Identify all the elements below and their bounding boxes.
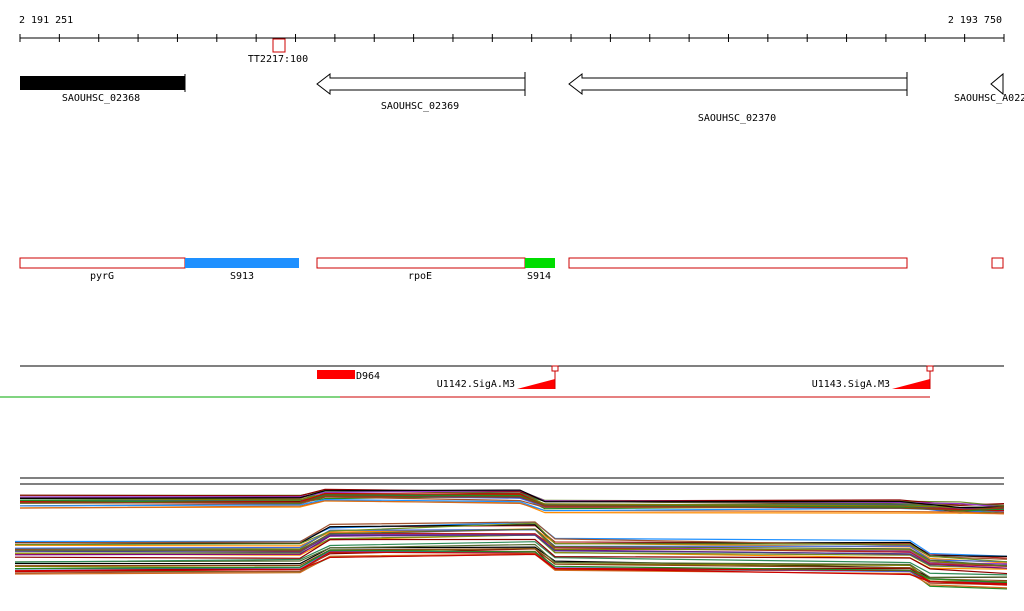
- gene-track: SAOUHSC_02368 SAOUHSC_02369 SAOUHSC_0237…: [20, 72, 1024, 124]
- expression-line: [14, 529, 1008, 567]
- gene-saouhsc-02370[interactable]: [568, 72, 908, 96]
- ruler-axis: [19, 34, 1005, 42]
- segment-unlabeled-1[interactable]: [568, 257, 908, 269]
- promoter-u1143-icon[interactable]: [892, 379, 930, 389]
- expression-line: [19, 500, 1005, 515]
- expression-line: [14, 522, 1008, 563]
- segment-label-pyrg: pyrG: [90, 271, 114, 282]
- segment-track: pyrG S913 rpoE S914: [19, 257, 1004, 282]
- feature-track: D964 U1142.SigA.M3 U1143.SigA.M3: [0, 365, 1004, 398]
- red-block-label: D964: [356, 371, 380, 382]
- segment-pyrg[interactable]: [19, 257, 186, 269]
- start-coordinate: 2 191 251: [19, 15, 73, 26]
- expression-line: [14, 543, 1008, 578]
- segment-label-rpoe: rpoE: [408, 271, 432, 282]
- segment-label-s914: S914: [527, 271, 551, 282]
- promoter-label-u1143: U1143.SigA.M3: [812, 379, 890, 390]
- gene-label-saouhsc-02370: SAOUHSC_02370: [698, 113, 776, 124]
- expression-tracks: [14, 477, 1008, 590]
- expression-line: [14, 528, 1008, 564]
- gene-saouhsc-02369[interactable]: [316, 72, 526, 96]
- probe-marker[interactable]: [272, 38, 286, 53]
- gene-label-saouhsc-02368: SAOUHSC_02368: [62, 93, 140, 104]
- end-coordinate: 2 193 750: [948, 15, 1002, 26]
- expression-line: [14, 532, 1008, 567]
- probe-label: TT2217:100: [248, 54, 308, 65]
- segment-label-s913: S913: [230, 271, 254, 282]
- expression-line: [14, 549, 1008, 584]
- gene-saouhsc-02368[interactable]: [20, 76, 185, 90]
- segment-s914[interactable]: [525, 258, 555, 268]
- expression-line: [19, 489, 1005, 509]
- segment-unlabeled-2[interactable]: [991, 257, 1004, 269]
- gene-label-saouhsc-02369: SAOUHSC_02369: [381, 101, 459, 112]
- expression-line: [14, 538, 1008, 575]
- expression-line: [14, 551, 1008, 586]
- promoter-label-u1142: U1142.SigA.M3: [437, 379, 515, 390]
- gene-label-saouhsc-a022: SAOUHSC_A022: [954, 93, 1024, 104]
- promoter-u1142-icon[interactable]: [517, 379, 555, 389]
- expression-line: [19, 500, 1005, 515]
- red-block-feature[interactable]: [317, 370, 355, 379]
- expression-line: [14, 541, 1008, 576]
- segment-rpoe[interactable]: [316, 257, 526, 269]
- expression-line: [14, 534, 1008, 566]
- segment-s913[interactable]: [185, 258, 299, 268]
- gene-saouhsc-a022[interactable]: [990, 72, 1004, 96]
- expression-line: [19, 496, 1005, 511]
- expression-line: [14, 528, 1008, 567]
- expression-line: [14, 553, 1008, 585]
